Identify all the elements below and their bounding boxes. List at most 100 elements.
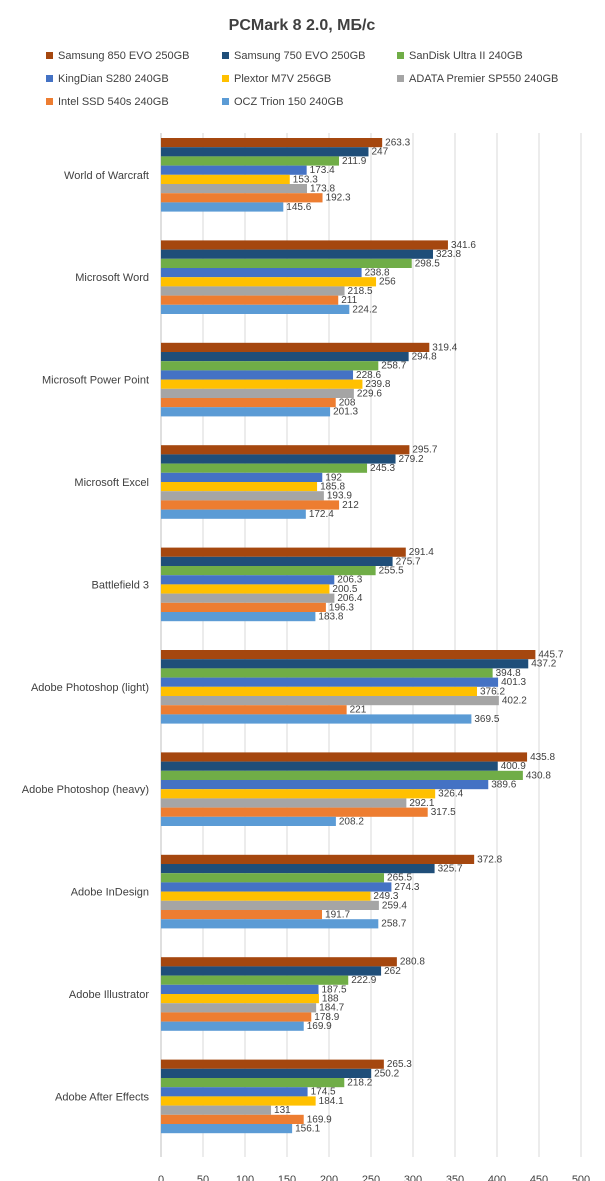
data-label: 178.9 — [314, 1012, 339, 1023]
legend-item: SanDisk Ultra II 240GB — [397, 50, 523, 62]
legend: Samsung 850 EVO 250GB Samsung 750 EVO 250… — [46, 50, 558, 108]
legend-item: KingDian S280 240GB — [46, 73, 169, 85]
legend-swatch — [397, 75, 404, 82]
category-label: Microsoft Word — [75, 272, 149, 284]
data-label: 394.8 — [496, 668, 521, 679]
data-label: 326.4 — [438, 789, 463, 800]
bar — [161, 249, 433, 259]
legend-item: Samsung 750 EVO 250GB — [222, 50, 365, 62]
data-label: 184.1 — [319, 1096, 344, 1107]
legend-label: Intel SSD 540s 240GB — [58, 96, 169, 108]
data-label: 153.3 — [293, 174, 318, 185]
bar — [161, 780, 489, 790]
bar — [161, 705, 347, 715]
bar — [161, 370, 354, 380]
bar — [161, 975, 349, 985]
bar — [161, 659, 529, 669]
x-tick-label: 150 — [278, 1174, 296, 1181]
legend-swatch — [46, 52, 53, 59]
bar — [161, 147, 369, 157]
bar — [161, 1003, 317, 1013]
data-label: 200.5 — [332, 584, 357, 595]
bar — [161, 1087, 308, 1097]
bar — [161, 472, 323, 482]
data-label: 389.6 — [491, 780, 516, 791]
data-label: 263.3 — [385, 138, 410, 149]
data-label: 258.7 — [381, 361, 406, 372]
data-label: 156.1 — [295, 1124, 320, 1135]
legend-swatch — [46, 98, 53, 105]
data-label: 184.7 — [319, 1003, 344, 1014]
bar — [161, 1124, 293, 1134]
category-label: Adobe Illustrator — [69, 989, 149, 1001]
data-label: 445.7 — [538, 650, 563, 661]
data-label: 174.5 — [311, 1087, 336, 1098]
bar — [161, 566, 376, 576]
bar — [161, 174, 290, 184]
bar — [161, 807, 428, 817]
data-label: 247 — [371, 147, 388, 158]
data-label: 193.9 — [327, 491, 352, 502]
data-label: 258.7 — [381, 919, 406, 930]
bar — [161, 445, 410, 455]
data-label: 229.6 — [357, 388, 382, 399]
data-label: 185.8 — [320, 482, 345, 493]
data-label: 211 — [341, 295, 357, 306]
data-label: 325.7 — [438, 864, 463, 875]
bar — [161, 957, 397, 967]
bar — [161, 575, 335, 585]
bar — [161, 770, 523, 780]
legend-label: SanDisk Ultra II 240GB — [409, 50, 523, 62]
bar — [161, 342, 430, 352]
bar — [161, 138, 383, 148]
bar — [161, 677, 499, 687]
data-label: 206.4 — [337, 593, 362, 604]
data-label: 208.2 — [339, 816, 364, 827]
data-label: 402.2 — [502, 696, 527, 707]
data-label: 131 — [274, 1105, 291, 1116]
bar — [161, 240, 448, 250]
bar — [161, 304, 350, 314]
category-label: Microsoft Power Point — [42, 375, 149, 387]
data-label: 187.5 — [322, 984, 347, 995]
data-label: 238.8 — [365, 268, 390, 279]
bar — [161, 891, 371, 901]
bar — [161, 463, 368, 473]
x-tick-label: 200 — [320, 1174, 338, 1181]
legend-item: Intel SSD 540s 240GB — [46, 96, 169, 108]
data-label: 173.4 — [310, 165, 335, 176]
data-label: 206.3 — [337, 575, 362, 586]
category-label: Adobe InDesign — [71, 887, 149, 899]
data-label: 259.4 — [382, 900, 407, 911]
legend-item: OCZ Trion 150 240GB — [222, 96, 343, 108]
data-label: 295.7 — [412, 445, 437, 456]
bar — [161, 1114, 304, 1124]
legend-label: Samsung 750 EVO 250GB — [234, 50, 365, 62]
data-label: 279.2 — [399, 454, 424, 465]
bar — [161, 994, 319, 1004]
bar — [161, 491, 324, 501]
bar — [161, 1021, 304, 1031]
bar — [161, 1012, 312, 1022]
data-label: 323.8 — [436, 249, 461, 260]
bar — [161, 398, 336, 408]
bar — [161, 482, 318, 492]
data-label: 192.3 — [326, 193, 351, 204]
data-label: 224.2 — [352, 304, 377, 315]
bar — [161, 361, 379, 371]
bar — [161, 1059, 384, 1069]
bar — [161, 1096, 316, 1106]
bar — [161, 286, 345, 296]
data-label: 292.1 — [409, 798, 434, 809]
data-label: 280.8 — [400, 957, 425, 968]
category-label: Adobe After Effects — [55, 1091, 149, 1103]
data-label: 191.7 — [325, 910, 350, 921]
data-label: 221 — [350, 705, 367, 716]
data-label: 228.6 — [356, 370, 381, 381]
data-label: 401.3 — [501, 677, 526, 688]
data-label: 183.8 — [318, 612, 343, 623]
data-label: 256 — [379, 277, 396, 288]
bar — [161, 854, 475, 864]
legend-label: ADATA Premier SP550 240GB — [409, 73, 558, 85]
